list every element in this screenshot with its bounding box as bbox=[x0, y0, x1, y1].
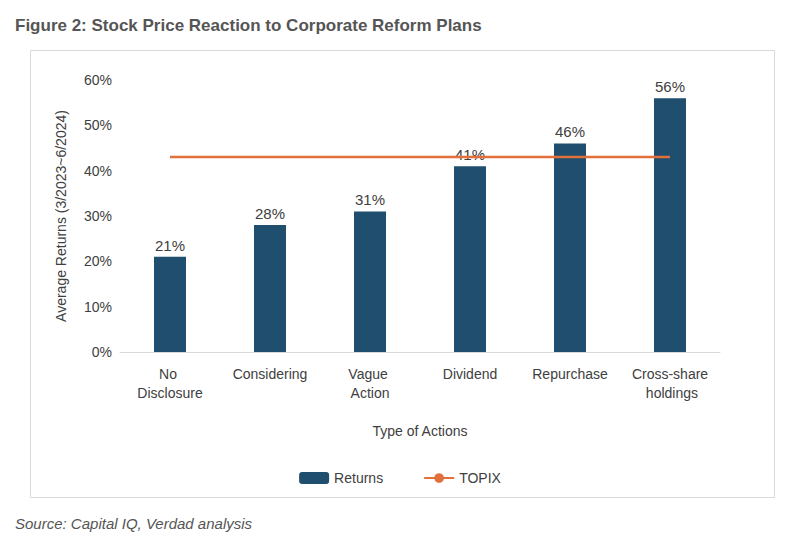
svg-text:20%: 20% bbox=[84, 253, 112, 269]
svg-text:56%: 56% bbox=[655, 78, 685, 95]
svg-text:10%: 10% bbox=[84, 299, 112, 315]
svg-text:31%: 31% bbox=[355, 191, 385, 208]
svg-text:Repurchase: Repurchase bbox=[532, 366, 608, 382]
svg-text:Dividend: Dividend bbox=[443, 366, 497, 382]
svg-text:28%: 28% bbox=[255, 205, 285, 222]
svg-text:0%: 0% bbox=[92, 344, 112, 360]
svg-text:40%: 40% bbox=[84, 163, 112, 179]
svg-text:60%: 60% bbox=[84, 72, 112, 88]
svg-text:Average Returns (3/2023~6/2024: Average Returns (3/2023~6/2024) bbox=[53, 110, 69, 322]
svg-text:Disclosure: Disclosure bbox=[137, 385, 203, 401]
svg-text:41%: 41% bbox=[455, 146, 485, 163]
svg-text:21%: 21% bbox=[155, 237, 185, 254]
svg-text:Source: Capital IQ, Verdad ana: Source: Capital IQ, Verdad analysis bbox=[15, 515, 253, 532]
svg-text:30%: 30% bbox=[84, 208, 112, 224]
svg-text:holdings: holdings bbox=[642, 385, 698, 401]
svg-text:No: No bbox=[159, 366, 181, 382]
svg-text:Considering: Considering bbox=[233, 366, 308, 382]
svg-text:46%: 46% bbox=[555, 123, 585, 140]
svg-text:Figure 2: Stock Price Reaction: Figure 2: Stock Price Reaction to Corpor… bbox=[15, 16, 482, 35]
svg-text:Cross-share: Cross-share bbox=[632, 366, 708, 382]
svg-text:Returns: Returns bbox=[334, 470, 383, 486]
svg-text:TOPIX: TOPIX bbox=[459, 470, 501, 486]
svg-text:50%: 50% bbox=[84, 117, 112, 133]
svg-text:Type of Actions: Type of Actions bbox=[373, 423, 468, 439]
svg-text:Action: Action bbox=[351, 385, 390, 401]
svg-text:Vague: Vague bbox=[348, 366, 391, 382]
